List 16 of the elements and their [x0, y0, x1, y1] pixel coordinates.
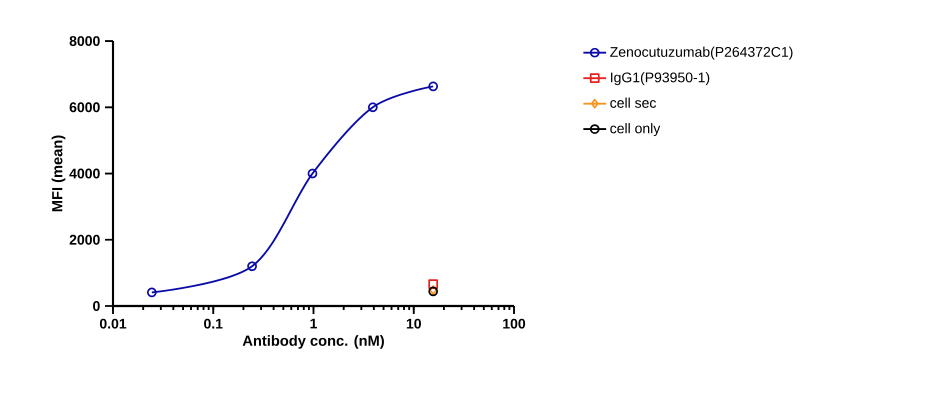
y-tick-label: 2000	[70, 234, 100, 245]
x-tick-label: 100	[503, 318, 526, 329]
y-axis-title: MFI (mean)	[52, 136, 66, 212]
y-tick-label: 8000	[70, 36, 100, 46]
legend-label: cell only	[610, 123, 660, 136]
x-tick-label: 1	[310, 318, 317, 328]
x-tick-label: 0.1	[204, 318, 223, 329]
legend-label: Zenocutuzumab(P264372C1)	[610, 46, 792, 60]
x-tick-label: 10	[406, 318, 421, 329]
x-tick-label: 0.01	[100, 318, 126, 329]
y-tick-label: 0	[93, 301, 100, 311]
y-tick-label: 6000	[70, 102, 100, 112]
x-axis-title: Antibody conc. (nM)	[242, 335, 384, 349]
legend-label: IgG1(P93950-1)	[611, 72, 710, 86]
legend-label: cell sec	[610, 98, 656, 108]
y-tick-label: 4000	[69, 168, 100, 178]
